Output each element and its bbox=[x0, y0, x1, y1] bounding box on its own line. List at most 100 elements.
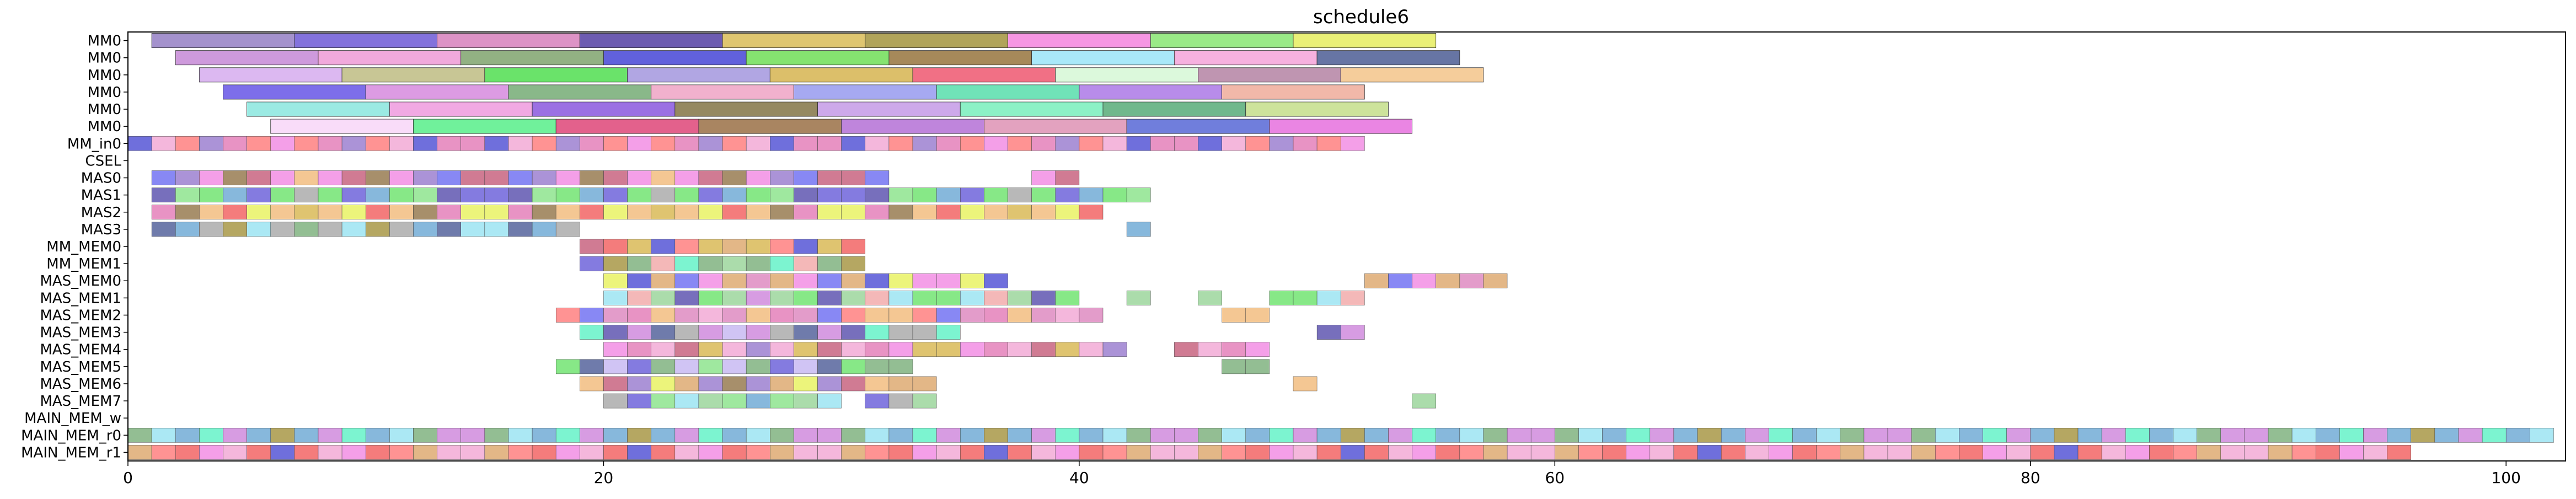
gantt-cell-r10-25 bbox=[746, 205, 770, 220]
gantt-cell-r21-0 bbox=[603, 393, 628, 409]
gantt-cell-r12-2 bbox=[627, 239, 651, 254]
gantt-cell-r11-5 bbox=[270, 222, 295, 237]
gantt-cell-r24-16 bbox=[508, 445, 533, 460]
gantt-cell-r8-21 bbox=[651, 170, 676, 185]
gantt-cell-r23-61 bbox=[1578, 427, 1603, 443]
gantt-cell-r8-10 bbox=[389, 170, 414, 185]
gantt-cell-r12-1 bbox=[603, 239, 628, 254]
gantt-cell-r14-12 bbox=[888, 273, 913, 288]
gantt-cell-r24-37 bbox=[1008, 445, 1032, 460]
y-tick-label-20: MAS_MEM6 bbox=[40, 376, 121, 393]
x-tick-label-0: 0 bbox=[123, 469, 133, 487]
gantt-cell-r24-46 bbox=[1222, 445, 1246, 460]
gantt-cell-r23-18 bbox=[555, 427, 580, 443]
gantt-cell-r18-27 bbox=[1245, 342, 1270, 357]
gantt-cell-r6-50 bbox=[1316, 136, 1341, 151]
gantt-cell-r20-5 bbox=[698, 376, 723, 391]
gantt-cell-r18-21 bbox=[1102, 342, 1127, 357]
gantt-cell-r24-45 bbox=[1198, 445, 1222, 460]
gantt-cell-r15-8 bbox=[794, 291, 818, 305]
gantt-bar-38 bbox=[674, 101, 818, 117]
gantt-cell-r21-4 bbox=[698, 393, 723, 409]
gantt-cell-r8-11 bbox=[413, 170, 437, 185]
gantt-cell-r23-30 bbox=[841, 427, 866, 443]
gantt-cell-r8-16 bbox=[532, 170, 556, 185]
gantt-cell-r23-51 bbox=[1340, 427, 1365, 443]
gantt-bar-30 bbox=[651, 84, 794, 100]
gantt-cell-r24-69 bbox=[1769, 445, 1793, 460]
y-tick-label-15: MAS_MEM1 bbox=[40, 290, 121, 307]
y-tick-label-18: MAS_MEM4 bbox=[40, 342, 121, 358]
gantt-cell-r12-8 bbox=[770, 239, 794, 254]
gantt-cell-r24-62 bbox=[1602, 445, 1626, 460]
gantt-cell-r23-42 bbox=[1126, 427, 1151, 443]
y-tick-label-2: MM0 bbox=[88, 67, 121, 84]
gantt-cell-r8-5 bbox=[270, 170, 295, 185]
gantt-cell-r23-7 bbox=[294, 427, 319, 443]
gantt-bar-43 bbox=[270, 119, 414, 134]
gantt-cell-r20-8 bbox=[770, 376, 794, 391]
gantt-cell-r24-72 bbox=[1840, 445, 1865, 460]
gantt-cell-r24-90 bbox=[2268, 445, 2293, 460]
gantt-bar-14 bbox=[888, 50, 1032, 66]
gantt-cell-r21-7 bbox=[770, 393, 794, 409]
gantt-cell-r9-27 bbox=[794, 187, 818, 202]
gantt-cell-r23-79 bbox=[2006, 427, 2031, 443]
gantt-cell-r14-16 bbox=[984, 273, 1008, 288]
gantt-cell-r9-26 bbox=[770, 187, 794, 202]
gantt-cell-r24-35 bbox=[960, 445, 984, 460]
y-axis: MM0MM0MM0MM0MM0MM0MM_in0CSELMAS0MAS1MAS2… bbox=[21, 33, 128, 461]
gantt-cell-r23-53 bbox=[1388, 427, 1412, 443]
gantt-cell-r23-44 bbox=[1174, 427, 1198, 443]
gantt-cell-r20-11 bbox=[841, 376, 866, 391]
gantt-cell-r9-5 bbox=[270, 187, 295, 202]
gantt-cell-r23-62 bbox=[1602, 427, 1626, 443]
gantt-cell-r9-19 bbox=[603, 187, 628, 202]
gantt-cell-r6-44 bbox=[1174, 136, 1198, 151]
gantt-bar-24 bbox=[1055, 67, 1198, 83]
gantt-bar-2 bbox=[437, 33, 580, 49]
gantt-cell-r23-19 bbox=[580, 427, 604, 443]
gantt-cell-r16-18 bbox=[984, 308, 1008, 323]
gantt-cell-r16-11 bbox=[817, 308, 842, 323]
gantt-cell-r23-95 bbox=[2387, 427, 2411, 443]
gantt-bar-34 bbox=[1222, 84, 1365, 100]
gantt-cell-r9-15 bbox=[508, 187, 533, 202]
gantt-cell-r23-72 bbox=[1840, 427, 1865, 443]
gantt-bar-11 bbox=[460, 50, 604, 66]
gantt-cell-r24-88 bbox=[2220, 445, 2245, 460]
gantt-bar-16 bbox=[1174, 50, 1318, 66]
gantt-cell-r6-13 bbox=[437, 136, 461, 151]
gantt-bar-9 bbox=[175, 50, 319, 66]
gantt-cell-r18-13 bbox=[912, 342, 937, 357]
gantt-cell-r10-23 bbox=[698, 205, 723, 220]
gantt-cell-r14-33 bbox=[1388, 273, 1412, 288]
gantt-bar-18 bbox=[199, 67, 342, 83]
gantt-cell-r17-2 bbox=[627, 325, 651, 340]
gantt-cell-r6-11 bbox=[389, 136, 414, 151]
gantt-cell-r23-76 bbox=[1935, 427, 1959, 443]
gantt-cell-r23-67 bbox=[1721, 427, 1745, 443]
gantt-cell-r9-13 bbox=[460, 187, 485, 202]
gantt-cell-r6-3 bbox=[199, 136, 223, 151]
gantt-cell-r23-96 bbox=[2411, 427, 2435, 443]
gantt-cell-r8-29 bbox=[841, 170, 866, 185]
gantt-cell-r15-6 bbox=[746, 291, 770, 305]
gantt-cell-r23-1 bbox=[151, 427, 176, 443]
gantt-cell-r18-19 bbox=[1055, 342, 1080, 357]
gantt-cell-r9-4 bbox=[247, 187, 271, 202]
gantt-cell-r23-101 bbox=[2530, 427, 2554, 443]
gantt-cell-r16-1 bbox=[580, 308, 604, 323]
gantt-cell-r16-3 bbox=[627, 308, 651, 323]
gantt-cell-r8-20 bbox=[627, 170, 651, 185]
gantt-cell-r17-14 bbox=[912, 325, 937, 340]
gantt-cell-r19-11 bbox=[817, 359, 842, 374]
gantt-cell-r15-2 bbox=[651, 291, 676, 305]
gantt-cell-r6-31 bbox=[865, 136, 890, 151]
gantt-cell-r10-37 bbox=[1031, 205, 1056, 220]
y-tick-label-21: MAS_MEM7 bbox=[40, 393, 121, 410]
gantt-cell-r24-30 bbox=[841, 445, 866, 460]
gantt-cell-r11-8 bbox=[341, 222, 366, 237]
gantt-cell-r10-18 bbox=[580, 205, 604, 220]
gantt-cell-r10-19 bbox=[603, 205, 628, 220]
